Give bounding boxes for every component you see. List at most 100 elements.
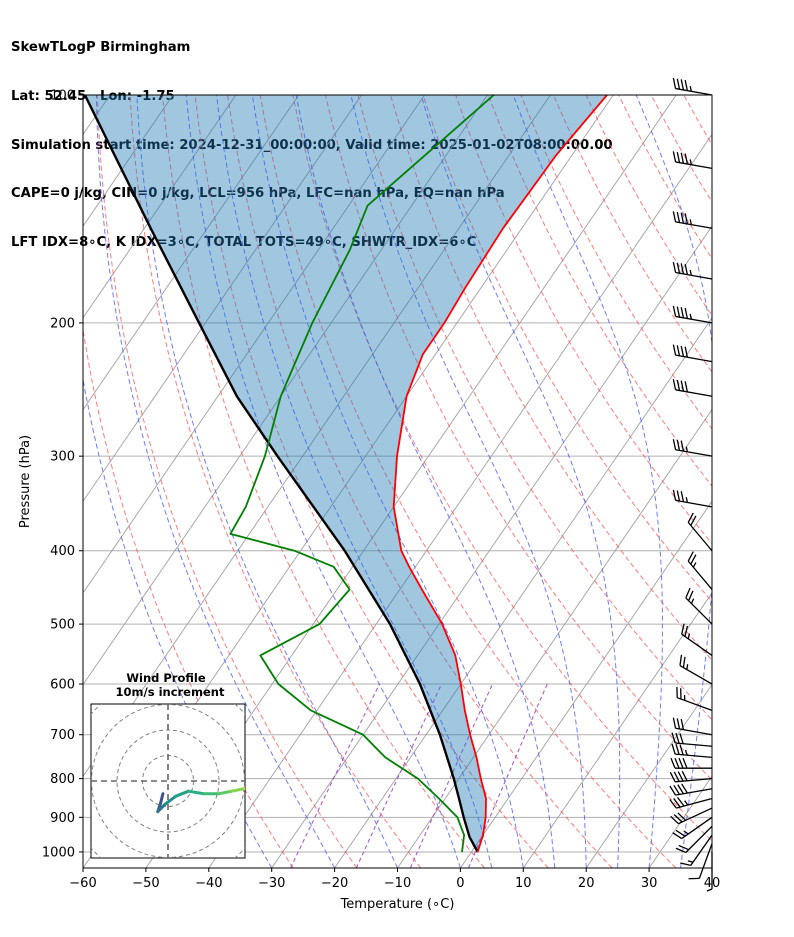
wind-barb-flag	[673, 771, 680, 782]
wind-barb-flag	[684, 381, 689, 393]
moist-adiabat	[295, 95, 556, 868]
dry-adiabat	[618, 95, 712, 260]
wind-barb	[672, 151, 713, 169]
wind-barb	[679, 654, 713, 685]
isotherm-gridline	[83, 95, 174, 227]
wind-barb-flag	[672, 344, 677, 356]
moist-adiabat	[185, 95, 461, 868]
wind-barb-staff	[675, 499, 713, 508]
hodograph-trace-segment	[158, 792, 165, 806]
wind-barb-staff	[687, 521, 713, 552]
stability-indices: LFT IDX=8∘C, K IDX=3∘C, TOTAL TOTS=49∘C,…	[11, 234, 477, 250]
wind-barb	[669, 797, 713, 809]
isotherm-gridline	[83, 95, 425, 594]
wind-barb-flag	[680, 263, 685, 275]
dry-adiabat	[259, 95, 677, 868]
wind-barb	[670, 807, 713, 825]
wind-barb-flag	[676, 379, 681, 391]
wind-barb-flag	[684, 213, 689, 225]
x-tick-label: 10	[515, 876, 532, 891]
dry-adiabat	[585, 95, 712, 317]
hodograph-trace-segment	[174, 789, 190, 798]
wind-barb-staff	[685, 597, 713, 625]
isotherm-gridline	[271, 225, 712, 868]
isotherm-gridline	[334, 317, 712, 868]
dry-adiabat	[292, 95, 712, 842]
dry-adiabat	[749, 95, 794, 868]
wind-barb-flag	[684, 263, 689, 275]
wind-barb-flag	[682, 656, 686, 668]
wind-barb-flag	[678, 844, 689, 851]
wind-barb-flag	[675, 732, 680, 744]
title-station: SkewTLogP Birmingham	[11, 40, 191, 56]
isotherm-gridline	[208, 133, 712, 868]
x-tick-label: −40	[195, 876, 222, 891]
wind-barb-flag	[672, 77, 677, 89]
wind-barb-flag	[671, 732, 676, 744]
hodograph-trace-segment	[217, 789, 234, 796]
x-tick-label: −60	[69, 876, 96, 891]
wind-barb	[687, 512, 713, 552]
wind-barb-flag	[676, 490, 681, 502]
isotherm-gridline	[460, 500, 712, 868]
wind-barb-staff	[698, 843, 713, 879]
wind-barb-flag	[670, 757, 676, 769]
y-tick-label: 1000	[42, 845, 75, 860]
wind-barb-flag	[685, 587, 691, 599]
x-tick-label: 30	[641, 876, 658, 891]
wind-barb-flag	[687, 512, 694, 523]
wind-barb-staff	[675, 777, 713, 783]
wind-barb-flag	[675, 829, 686, 837]
wind-barb-flag	[677, 797, 685, 807]
wind-barb-half-flag	[683, 830, 689, 835]
wind-barb-half-flag	[689, 269, 692, 276]
isotherm-gridline	[522, 592, 712, 868]
wind-barb-flag	[669, 771, 676, 783]
wind-barb	[672, 489, 713, 508]
dry-adiabat	[650, 95, 712, 203]
wind-barb-half-flag	[687, 860, 694, 863]
wind-barb-flag	[680, 440, 685, 452]
cin-shaded-area	[84, 95, 607, 852]
dewpoint-line	[229, 95, 495, 853]
x-tick-label: −30	[258, 876, 285, 891]
wind-barb-flag	[684, 625, 689, 637]
wind-barb-flag	[676, 151, 681, 163]
wind-barb-staff	[675, 753, 713, 759]
wind-barb-staff	[676, 797, 713, 809]
wind-barb-flag	[690, 515, 697, 526]
wind-barb-flag	[673, 798, 681, 808]
mixing-ratio-line	[355, 683, 443, 868]
wind-barb-flag	[676, 211, 681, 223]
dry-adiabat	[552, 95, 712, 373]
wind-barb-flag	[676, 439, 681, 451]
wind-barb-flag	[684, 79, 689, 91]
wind-barb-flag	[674, 757, 680, 769]
wind-barb-flag	[669, 799, 677, 809]
y-tick-label: 900	[50, 811, 75, 826]
wind-barb-flag	[676, 718, 681, 730]
wind-barb-flag	[673, 814, 683, 823]
wind-barb-staff	[675, 315, 713, 324]
wind-barb	[675, 825, 713, 854]
wind-barb-staff	[685, 825, 713, 853]
dry-adiabat	[324, 95, 712, 781]
wind-barb	[688, 843, 713, 880]
wind-barb-flag	[672, 439, 677, 450]
x-axis-title: Temperature (∘C)	[340, 897, 455, 912]
location-coords: Lat: 52.45 Lon: -1.75	[11, 89, 175, 105]
wind-barb-staff	[675, 727, 713, 736]
wind-barb-flag	[672, 305, 677, 317]
wind-barb-flag	[680, 380, 685, 392]
wind-barb-flag	[677, 812, 687, 821]
dry-adiabat	[683, 95, 712, 146]
wind-barb	[687, 551, 713, 590]
wind-barb-half-flag	[684, 749, 688, 756]
wind-barb-flag	[682, 757, 688, 769]
x-tick-label: −50	[132, 876, 159, 891]
wind-barb-staff	[687, 560, 713, 590]
hodograph-plot	[91, 704, 245, 858]
wind-barb	[672, 261, 713, 280]
wind-barb-flag	[672, 379, 677, 390]
